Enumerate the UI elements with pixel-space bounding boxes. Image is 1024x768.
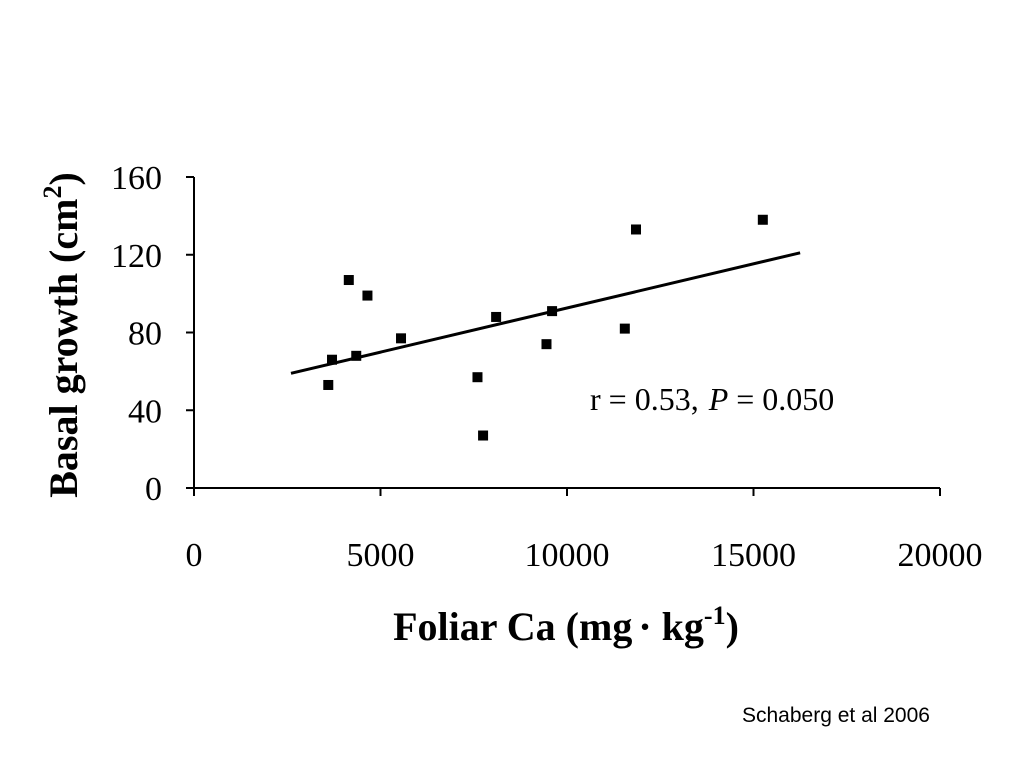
data-point	[351, 350, 362, 361]
data-point	[547, 306, 558, 317]
y-axis: 0 40 80 120 160	[111, 160, 195, 508]
x-tick-label: 10000	[525, 537, 610, 574]
data-point	[491, 311, 502, 322]
data-points	[323, 214, 768, 441]
y-tick-label: 0	[145, 471, 162, 508]
x-tick-label: 15000	[711, 537, 796, 574]
trendline-group	[290, 251, 801, 375]
data-point	[631, 224, 642, 235]
x-axis-title: Foliar Ca (mg · kg-1)	[393, 601, 739, 649]
data-point	[343, 275, 354, 286]
x-tick-label: 5000	[347, 537, 415, 574]
data-point	[541, 339, 552, 350]
data-point	[472, 372, 483, 383]
y-tick-label: 120	[111, 238, 162, 275]
data-point	[396, 333, 407, 344]
data-point	[757, 214, 768, 225]
data-point	[619, 323, 630, 334]
y-tick-label: 40	[128, 393, 162, 430]
trendline	[290, 251, 801, 375]
y-tick-label: 80	[128, 316, 162, 353]
x-axis: 0 5000 10000 15000 20000	[186, 487, 983, 574]
y-axis-title: Basal growth (cm2)	[38, 172, 86, 498]
source-credit: Schaberg et al 2006	[742, 704, 930, 727]
x-tick-label: 20000	[898, 537, 983, 574]
data-point	[323, 379, 334, 390]
data-point	[362, 290, 373, 301]
y-tick-label: 160	[111, 160, 162, 197]
correlation-annotation: r = 0.53, P = 0.050	[590, 381, 834, 417]
data-point	[478, 430, 489, 441]
data-point	[327, 354, 338, 365]
x-tick-label: 0	[186, 537, 203, 574]
